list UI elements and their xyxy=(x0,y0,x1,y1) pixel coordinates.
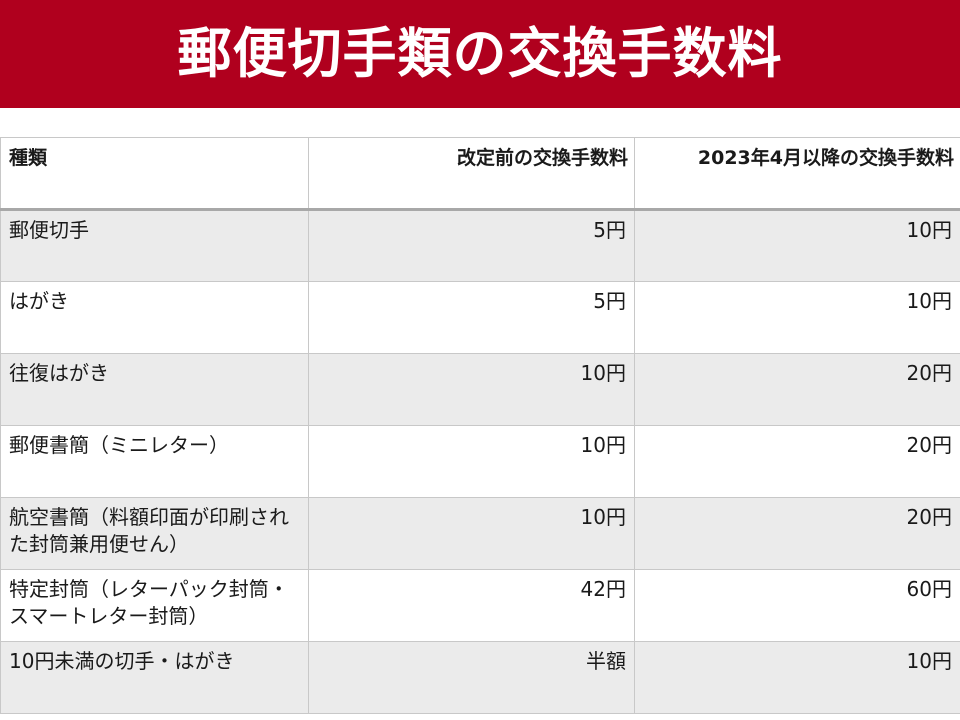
title-banner: 郵便切手類の交換手数料 xyxy=(0,0,960,108)
cell-kind: 郵便書簡（ミニレター） xyxy=(0,425,309,498)
cell-fee-before: 10円 xyxy=(308,497,635,570)
table-row: 航空書簡（料額印面が印刷された封筒兼用便せん） 10円 20円 xyxy=(0,497,960,570)
header-kind: 種類 xyxy=(0,137,309,211)
table-row: 郵便切手 5円 10円 xyxy=(0,209,960,282)
cell-kind: 特定封筒（レターパック封筒・スマートレター封筒） xyxy=(0,569,309,642)
header-fee-before: 改定前の交換手数料 xyxy=(308,137,635,211)
table-row: 特定封筒（レターパック封筒・スマートレター封筒） 42円 60円 xyxy=(0,569,960,642)
cell-fee-after: 20円 xyxy=(634,353,960,426)
table-row: 往復はがき 10円 20円 xyxy=(0,353,960,426)
cell-fee-before: 42円 xyxy=(308,569,635,642)
fee-table: 種類 改定前の交換手数料 2023年4月以降の交換手数料 郵便切手 5円 10円… xyxy=(0,137,960,714)
cell-kind: 郵便切手 xyxy=(0,209,309,282)
cell-fee-after: 20円 xyxy=(634,425,960,498)
cell-fee-after: 10円 xyxy=(634,209,960,282)
table-row: 郵便書簡（ミニレター） 10円 20円 xyxy=(0,425,960,498)
table-header-row: 種類 改定前の交換手数料 2023年4月以降の交換手数料 xyxy=(0,137,960,211)
cell-fee-before: 5円 xyxy=(308,209,635,282)
cell-fee-before: 10円 xyxy=(308,425,635,498)
cell-fee-before: 10円 xyxy=(308,353,635,426)
cell-fee-before: 5円 xyxy=(308,281,635,354)
cell-fee-after: 10円 xyxy=(634,281,960,354)
cell-kind: はがき xyxy=(0,281,309,354)
table-row: はがき 5円 10円 xyxy=(0,281,960,354)
cell-kind: 航空書簡（料額印面が印刷された封筒兼用便せん） xyxy=(0,497,309,570)
header-fee-after: 2023年4月以降の交換手数料 xyxy=(634,137,960,211)
cell-fee-before: 半額 xyxy=(308,641,635,714)
cell-kind: 往復はがき xyxy=(0,353,309,426)
table-row: 10円未満の切手・はがき 半額 10円 xyxy=(0,641,960,714)
cell-fee-after: 20円 xyxy=(634,497,960,570)
cell-fee-after: 60円 xyxy=(634,569,960,642)
cell-fee-after: 10円 xyxy=(634,641,960,714)
slide-title: 郵便切手類の交換手数料 xyxy=(177,21,783,85)
cell-kind: 10円未満の切手・はがき xyxy=(0,641,309,714)
